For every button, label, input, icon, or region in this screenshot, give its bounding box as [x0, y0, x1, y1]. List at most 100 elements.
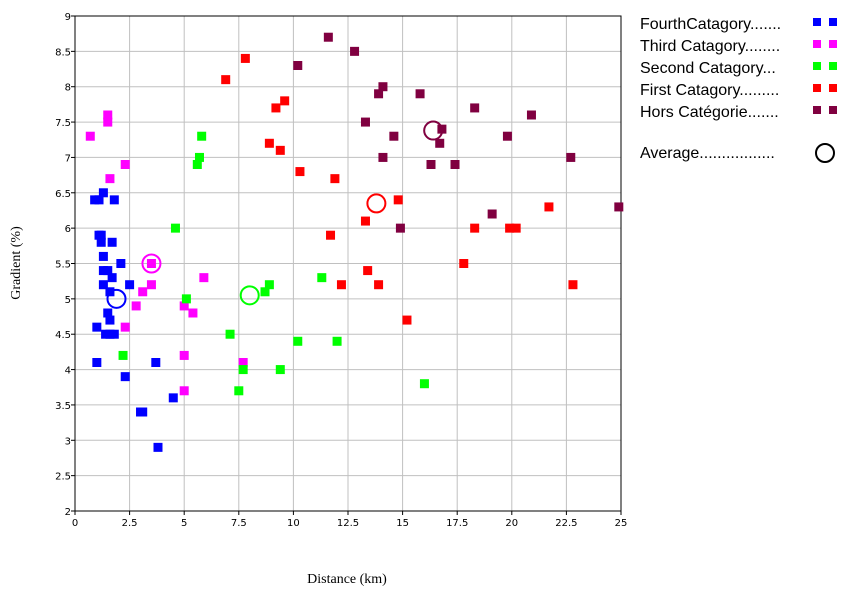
x-tick-label: 15 — [396, 518, 409, 529]
data-point-series-3 — [459, 259, 469, 268]
legend-swatch — [813, 62, 821, 70]
average-circle-series-0 — [106, 288, 127, 309]
y-tick-label: 4 — [65, 366, 71, 377]
data-point-series-4 — [502, 131, 512, 141]
data-point-series-0 — [120, 372, 130, 382]
x-tick-label: 12.5 — [337, 518, 359, 529]
legend-swatch — [813, 106, 821, 114]
y-tick-label: 3.5 — [55, 401, 71, 412]
legend-swatch — [813, 40, 821, 48]
y-tick-label: 2.5 — [55, 472, 71, 483]
y-axis-title: Gradient (%) — [9, 226, 24, 300]
data-point-series-0 — [107, 237, 117, 247]
legend-swatch — [829, 106, 837, 114]
average-circle-series-3 — [366, 193, 387, 214]
average-circle-series-4 — [423, 120, 444, 141]
data-point-series-4 — [293, 61, 303, 70]
legend-label: FourthCatagory....... — [640, 16, 781, 33]
y-tick-label: 9 — [65, 12, 71, 23]
data-point-series-1 — [138, 287, 148, 297]
data-point-series-4 — [487, 209, 497, 219]
data-point-series-1 — [120, 322, 130, 332]
legend-label-average: Average................. — [640, 145, 775, 162]
data-point-series-3 — [280, 96, 290, 106]
data-point-series-3 — [363, 266, 373, 276]
data-point-series-4 — [350, 46, 360, 56]
y-tick-label: 2 — [65, 507, 71, 518]
data-point-series-3 — [264, 138, 274, 148]
data-point-series-0 — [98, 251, 108, 261]
y-tick-label: 6 — [65, 224, 71, 235]
x-tick-label: 10 — [287, 518, 300, 529]
data-point-series-4 — [374, 89, 384, 99]
data-point-series-0 — [151, 358, 161, 367]
x-axis-tick-labels: 0 2.5 5 7.5 10 12.5 15 17.5 20 22.5 25 — [72, 511, 627, 529]
data-point-series-3 — [544, 202, 554, 212]
y-tick-label: 6.5 — [55, 189, 71, 200]
data-point-series-1 — [103, 110, 113, 120]
data-point-series-0 — [125, 280, 135, 290]
data-point-series-3 — [511, 223, 521, 233]
data-point-series-4 — [566, 152, 576, 162]
data-point-series-3 — [336, 280, 346, 290]
data-point-series-1 — [199, 273, 209, 283]
data-point-series-2 — [192, 160, 202, 169]
y-tick-label: 4.5 — [55, 330, 71, 341]
data-point-series-3 — [295, 167, 305, 177]
data-point-series-2 — [181, 294, 191, 304]
x-tick-label: 2.5 — [122, 518, 138, 529]
data-point-series-1 — [179, 350, 189, 360]
legend-swatch — [829, 18, 837, 26]
data-point-series-3 — [275, 145, 285, 155]
x-axis-title: Distance (km) — [307, 572, 387, 587]
data-point-series-4 — [378, 152, 388, 162]
data-point-series-0 — [96, 230, 106, 240]
data-point-series-3 — [271, 103, 281, 113]
average-circle-series-1 — [141, 253, 162, 274]
y-axis-tick-labels: 2 2.5 3 3.5 4 4.5 5 5.5 6 6.5 7 7.5 8 8.5 9 — [55, 12, 75, 518]
data-point-series-1 — [179, 301, 189, 311]
data-point-series-1 — [120, 160, 130, 169]
data-point-series-3 — [393, 195, 403, 205]
data-point-series-0 — [105, 315, 115, 325]
legend-swatch — [813, 84, 821, 92]
data-point-series-1 — [179, 386, 189, 396]
x-tick-label: 22.5 — [555, 518, 577, 529]
data-point-series-4 — [323, 32, 333, 42]
data-point-series-0 — [138, 407, 148, 417]
data-point-series-0 — [94, 195, 104, 205]
data-point-series-3 — [470, 223, 480, 233]
y-tick-label: 3 — [65, 436, 71, 447]
data-point-series-1 — [85, 131, 95, 141]
legend-label: Hors Catégorie....... — [640, 104, 779, 121]
data-point-series-0 — [96, 237, 106, 247]
data-point-series-1 — [105, 174, 115, 184]
legend-label: First Catagory......... — [640, 82, 779, 99]
data-point-series-2 — [419, 379, 429, 389]
data-point-series-3 — [568, 280, 578, 290]
x-tick-label: 20 — [505, 518, 518, 529]
y-tick-label: 7.5 — [55, 118, 71, 129]
data-point-series-4 — [389, 131, 399, 141]
y-tick-label: 5.5 — [55, 260, 71, 271]
data-point-series-1 — [146, 259, 156, 268]
data-point-series-2 — [118, 350, 128, 360]
data-point-series-2 — [275, 365, 285, 375]
data-point-series-0 — [116, 259, 126, 268]
data-point-series-2 — [332, 336, 342, 346]
x-tick-label: 5 — [181, 518, 187, 529]
data-point-series-4 — [378, 82, 388, 92]
x-tick-label: 7.5 — [231, 518, 247, 529]
legend-label: Second Catagory... — [640, 60, 776, 77]
data-point-series-2 — [225, 329, 235, 339]
legend-swatch — [829, 84, 837, 92]
x-tick-label: 17.5 — [446, 518, 468, 529]
data-point-series-1 — [103, 117, 113, 127]
data-point-series-3 — [505, 223, 515, 233]
data-point-series-3 — [240, 53, 250, 63]
data-point-series-2 — [293, 336, 303, 346]
data-point-series-4 — [614, 202, 624, 212]
data-point-series-2 — [264, 280, 274, 290]
data-point-series-2 — [317, 273, 327, 283]
